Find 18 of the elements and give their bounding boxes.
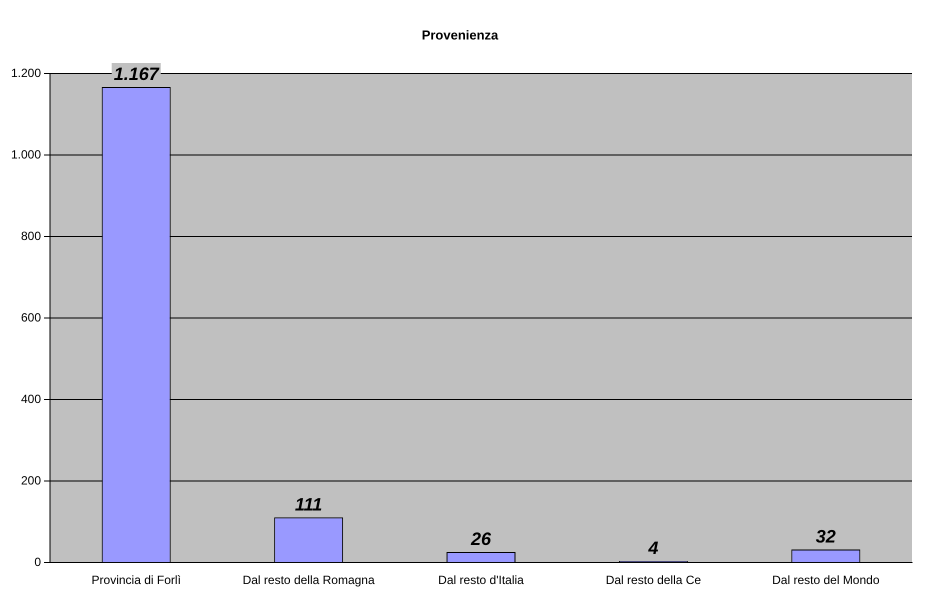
y-tick-label: 400 [21, 392, 42, 406]
x-tick-label: Dal resto del Mondo [772, 573, 880, 588]
y-tick-label: 0 [34, 554, 42, 569]
y-tick-label: 1.200 [11, 66, 42, 80]
y-tick-label: 200 [21, 473, 42, 488]
y-tick-label: 1.000 [11, 147, 42, 162]
y-tick-label: 800 [21, 228, 42, 243]
x-tick-label: Dal resto d'Italia [438, 573, 524, 588]
data-label: 111 [294, 494, 322, 514]
data-label: 32 [816, 526, 836, 547]
x-tick-label: Dal resto della Romagna [242, 573, 375, 588]
data-label: 26 [470, 528, 492, 549]
x-tick-label: Dal resto della Ce [606, 573, 702, 588]
chart-title: Provenienza [422, 27, 500, 42]
y-tick-label: 600 [21, 310, 42, 324]
data-label: 1.167 [114, 64, 160, 84]
x-tick-label: Provincia di Forlì [92, 573, 181, 588]
data-label: 4 [647, 538, 658, 558]
